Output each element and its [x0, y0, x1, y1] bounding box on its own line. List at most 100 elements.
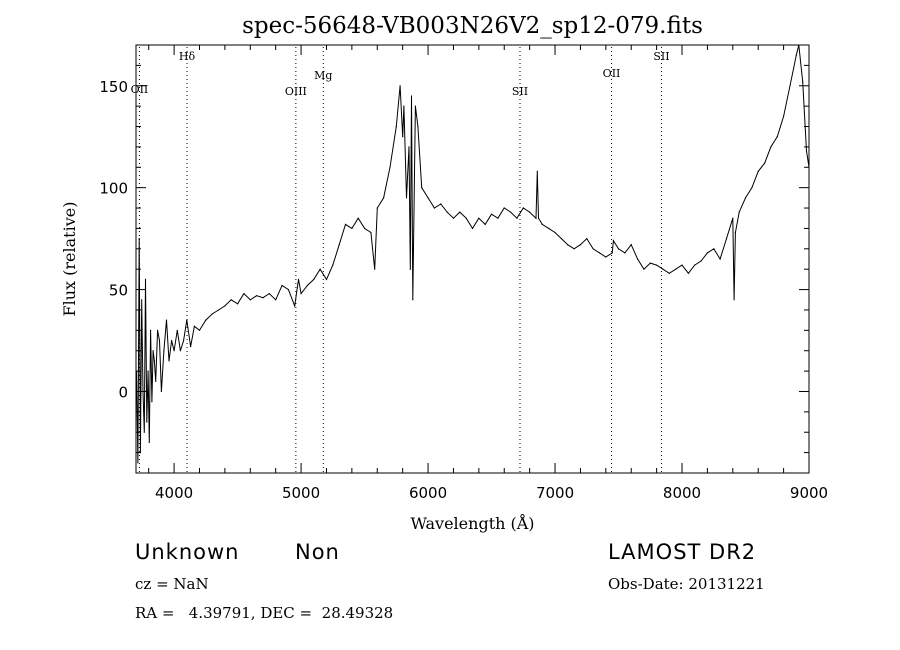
data-point	[643, 268, 645, 270]
data-point	[173, 350, 175, 352]
data-point	[421, 187, 423, 189]
data-point	[776, 136, 778, 138]
data-point	[484, 223, 486, 225]
data-point	[139, 452, 141, 454]
data-point	[399, 85, 401, 87]
data-point	[579, 244, 582, 246]
data-point	[402, 136, 404, 138]
data-point	[719, 258, 721, 260]
data-point	[611, 252, 613, 254]
data-point	[338, 244, 340, 246]
data-point	[612, 240, 615, 242]
x-tick-label: 9000	[790, 484, 828, 502]
data-point	[237, 303, 239, 305]
data-point	[157, 329, 159, 331]
data-point	[141, 299, 143, 301]
data-point	[757, 170, 759, 172]
data-point	[675, 268, 677, 270]
data-point	[294, 305, 296, 307]
data-point	[592, 248, 594, 250]
data-point	[297, 278, 300, 280]
data-point	[332, 264, 334, 266]
data-point	[186, 319, 188, 321]
y-tick-label: 150	[99, 78, 128, 96]
spectral-line-label: OII	[603, 67, 621, 80]
x-tick-label: 7000	[536, 484, 574, 502]
data-point	[770, 146, 772, 148]
data-point	[395, 125, 397, 128]
subclass-label: Non	[295, 540, 340, 564]
data-point	[637, 258, 639, 260]
y-tick-label: 50	[109, 282, 128, 300]
redshift-text: cz = NaN	[135, 575, 209, 593]
spectral-line-label: Mg	[314, 69, 332, 82]
data-point	[370, 231, 372, 234]
data-point	[190, 346, 192, 348]
data-point	[146, 421, 148, 423]
data-point	[798, 45, 800, 46]
data-point	[152, 350, 154, 352]
data-point	[706, 252, 709, 254]
data-point	[262, 297, 264, 299]
data-point	[364, 227, 366, 229]
data-point	[656, 264, 658, 266]
data-point	[168, 360, 170, 362]
coordinates-text: RA = 4.39791, DEC = 28.49328	[135, 604, 394, 622]
data-point	[536, 170, 538, 172]
data-point	[744, 197, 747, 199]
chart-title: spec-56648-VB003N26V2_sp12-079.fits	[242, 13, 703, 39]
data-point	[306, 284, 308, 287]
data-point	[281, 284, 283, 287]
data-point	[193, 325, 195, 327]
data-point	[383, 197, 385, 199]
y-tick-label: 100	[99, 180, 128, 198]
survey-label: LAMOST DR2	[608, 540, 757, 564]
data-point	[198, 329, 201, 331]
data-point	[138, 238, 140, 240]
data-point	[408, 146, 410, 148]
data-point	[155, 380, 157, 382]
data-point	[205, 319, 207, 321]
data-point	[151, 401, 153, 403]
plot-frame	[135, 44, 810, 474]
data-point	[725, 238, 728, 240]
data-point	[694, 264, 696, 266]
x-tick-label: 6000	[409, 484, 447, 502]
data-point	[143, 431, 145, 433]
spectrum-line	[136, 45, 809, 463]
data-point	[433, 207, 435, 209]
data-point	[319, 268, 321, 270]
data-point	[802, 81, 804, 83]
data-point	[783, 115, 785, 117]
data-point	[497, 217, 499, 219]
data-point	[440, 203, 442, 205]
data-point	[795, 54, 797, 56]
obs-date-text: Obs-Date: 20131221	[608, 575, 765, 593]
data-point	[789, 85, 791, 87]
data-point	[510, 211, 512, 213]
data-point	[275, 299, 277, 301]
data-point	[668, 272, 670, 274]
data-point	[211, 313, 213, 315]
data-point	[617, 248, 620, 250]
x-tick-label: 5000	[282, 484, 320, 502]
data-point	[417, 125, 419, 128]
spectral-line-label: SII	[512, 85, 528, 98]
spectral-line-label: OIII	[285, 85, 307, 98]
spectral-line-label: Hδ	[179, 50, 196, 63]
data-point	[243, 293, 245, 295]
data-point	[160, 390, 162, 393]
data-point	[165, 319, 168, 321]
data-point	[144, 278, 147, 280]
data-point	[256, 295, 258, 297]
data-point	[410, 95, 413, 97]
data-point	[150, 329, 152, 331]
data-point	[624, 252, 626, 254]
data-point	[376, 207, 378, 209]
data-point	[548, 227, 550, 229]
data-point	[529, 211, 531, 213]
data-point	[687, 272, 690, 274]
data-point	[142, 390, 144, 393]
data-point	[681, 264, 683, 266]
data-point	[414, 105, 416, 107]
